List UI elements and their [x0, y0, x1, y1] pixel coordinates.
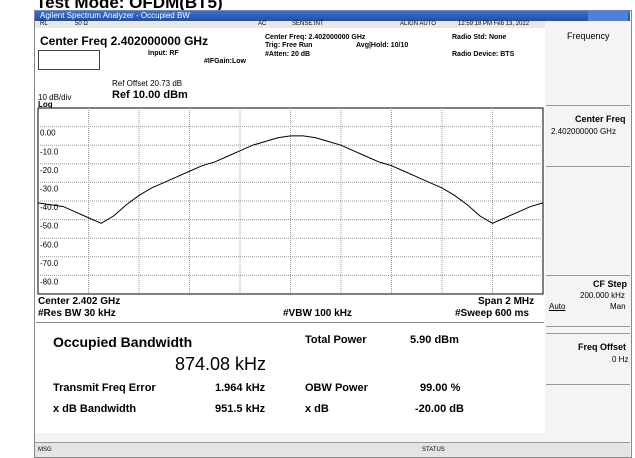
status: STATUS — [422, 447, 445, 453]
coupling: AC — [258, 21, 267, 27]
msg: MSG — [38, 447, 52, 453]
divider — [36, 322, 544, 323]
cf-info: Center Freq: 2.402000000 GHz — [265, 34, 366, 41]
atten: #Atten: 20 dB — [265, 51, 311, 58]
softkey-label: Freq Offset — [578, 342, 627, 352]
rl: RL — [40, 21, 48, 27]
status-row — [35, 21, 545, 28]
tfe-label: Transmit Freq Error — [53, 382, 156, 394]
auto: Auto — [549, 302, 566, 311]
softkey-value: 2.402000000 GHz — [551, 127, 616, 136]
datetime: 12:59:18 PM Feb 13, 2022 — [458, 21, 530, 27]
input-box — [38, 50, 100, 70]
obw-value: 874.08 kHz — [175, 354, 267, 374]
softkey[interactable] — [546, 275, 630, 327]
radio-std: Radio Std: None — [452, 34, 507, 41]
trig: Trig: Free Run — [265, 42, 313, 49]
caption: Test Mode: OFDM(BT5) — [36, 0, 223, 12]
title-bar — [35, 11, 630, 21]
y-tick-label: -10.0 — [40, 147, 59, 156]
xdb-value: -20.00 dB — [415, 403, 464, 415]
window-title: Agilent Spectrum Analyzer - Occupied BW — [40, 11, 190, 20]
xdb-label: x dB — [305, 403, 329, 415]
y-tick-label: -70.0 — [40, 259, 59, 268]
mode: Log — [38, 100, 53, 109]
obw-label: Occupied Bandwidth — [53, 334, 193, 350]
window-buttons[interactable] — [588, 11, 628, 21]
ref-level: Ref 10.00 dBm — [112, 89, 188, 101]
xdb-bw-value: 951.5 kHz — [215, 403, 266, 415]
vbw: #VBW 100 kHz — [283, 308, 352, 319]
y-tick-label: -50.0 — [40, 222, 59, 231]
trace — [37, 135, 544, 224]
sense: SENSE:INT — [292, 21, 324, 27]
softkey-label: CF Step — [593, 279, 628, 289]
sweep: #Sweep 600 ms — [455, 308, 529, 319]
span: Span 2 MHz — [478, 296, 535, 307]
y-tick-label: 0.00 — [40, 129, 56, 138]
y-tick-label: -60.0 — [40, 240, 59, 249]
tfe-value: 1.964 kHz — [215, 382, 266, 394]
xdb-bw-label: x dB Bandwidth — [53, 403, 137, 415]
ref-offset: Ref Offset 20.73 dB — [112, 79, 183, 88]
softkey-value: 200.000 kHz — [580, 291, 625, 300]
obw-power-value: 99.00 % — [420, 382, 461, 394]
center: Center 2.402 GHz — [38, 296, 121, 307]
softkey-label: Center Freq — [575, 114, 626, 124]
radio-device: Radio Device: BTS — [452, 51, 515, 58]
ifgain: #IFGain:Low — [204, 58, 246, 65]
y-tick-label: -30.0 — [40, 185, 59, 194]
obw-power-label: OBW Power — [305, 382, 368, 394]
y-tick-label: -40.0 — [40, 203, 59, 212]
total-power-value: 5.90 dBm — [410, 334, 459, 346]
y-tick-label: -80.0 — [40, 278, 59, 287]
man: Man — [610, 302, 626, 311]
center-freq: Center Freq 2.402000000 GHz — [40, 34, 209, 48]
scale: 10 dB/div — [38, 93, 72, 102]
input: Input: RF — [148, 50, 179, 57]
statusbar — [35, 442, 630, 457]
impedance: 50 Ω — [75, 21, 88, 27]
total-power-label: Total Power — [305, 334, 367, 346]
softkey[interactable] — [546, 333, 630, 385]
softkey[interactable] — [546, 105, 630, 167]
align: ALIGN AUTO — [400, 21, 436, 27]
menu-title: Frequency — [567, 31, 610, 41]
softkey-value: 0 Hz — [612, 355, 629, 364]
avg: Avg|Hold: 10/10 — [356, 42, 409, 49]
rbw: #Res BW 30 kHz — [38, 308, 116, 319]
y-tick-label: -20.0 — [40, 166, 59, 175]
